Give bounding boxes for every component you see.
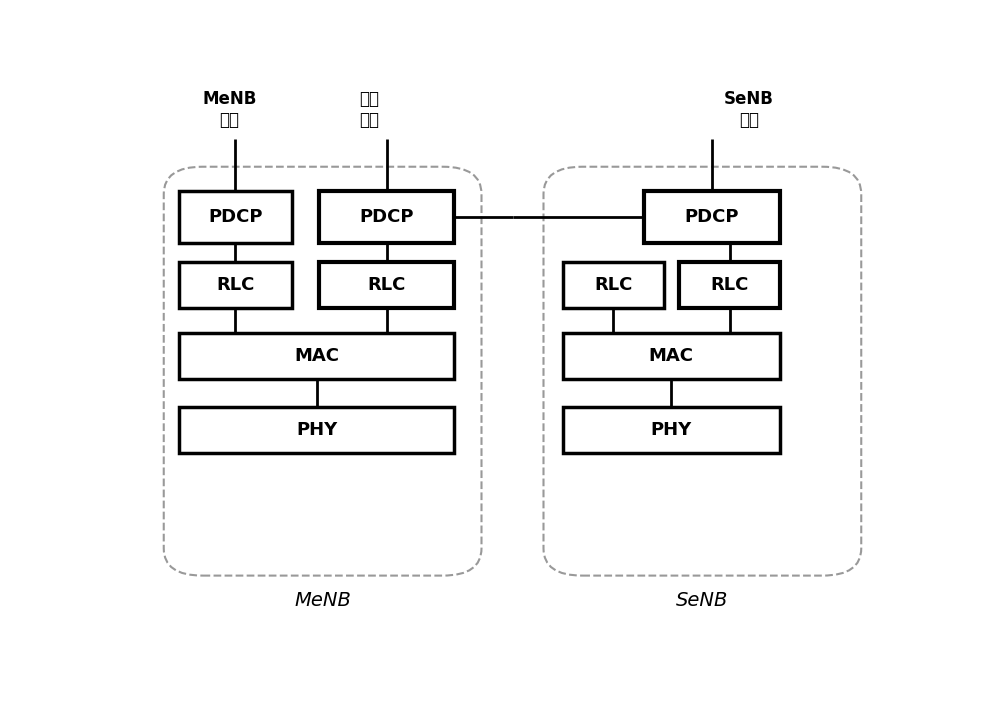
Text: MAC: MAC — [294, 347, 339, 365]
FancyBboxPatch shape — [563, 406, 780, 453]
FancyBboxPatch shape — [544, 167, 861, 576]
Text: PDCP: PDCP — [359, 208, 414, 226]
FancyBboxPatch shape — [679, 262, 780, 309]
FancyBboxPatch shape — [179, 191, 292, 243]
FancyBboxPatch shape — [179, 262, 292, 309]
Text: PDCP: PDCP — [208, 208, 263, 226]
FancyBboxPatch shape — [563, 333, 780, 379]
Text: RLC: RLC — [216, 276, 255, 295]
Text: MeNB: MeNB — [294, 590, 351, 610]
Text: PHY: PHY — [651, 421, 692, 439]
Text: MeNB
承載: MeNB 承載 — [202, 90, 257, 129]
Text: PHY: PHY — [296, 421, 337, 439]
FancyBboxPatch shape — [319, 262, 454, 309]
FancyBboxPatch shape — [644, 191, 780, 243]
FancyBboxPatch shape — [179, 333, 454, 379]
Text: RLC: RLC — [594, 276, 632, 295]
FancyBboxPatch shape — [164, 167, 482, 576]
Text: RLC: RLC — [710, 276, 749, 295]
Text: PDCP: PDCP — [685, 208, 739, 226]
FancyBboxPatch shape — [563, 262, 664, 309]
Text: RLC: RLC — [367, 276, 406, 295]
FancyBboxPatch shape — [319, 191, 454, 243]
Text: SeNB
承載: SeNB 承載 — [724, 90, 774, 129]
FancyBboxPatch shape — [179, 406, 454, 453]
Text: 分叉
承載: 分叉 承載 — [359, 90, 379, 129]
Text: MAC: MAC — [649, 347, 694, 365]
Text: SeNB: SeNB — [676, 590, 729, 610]
